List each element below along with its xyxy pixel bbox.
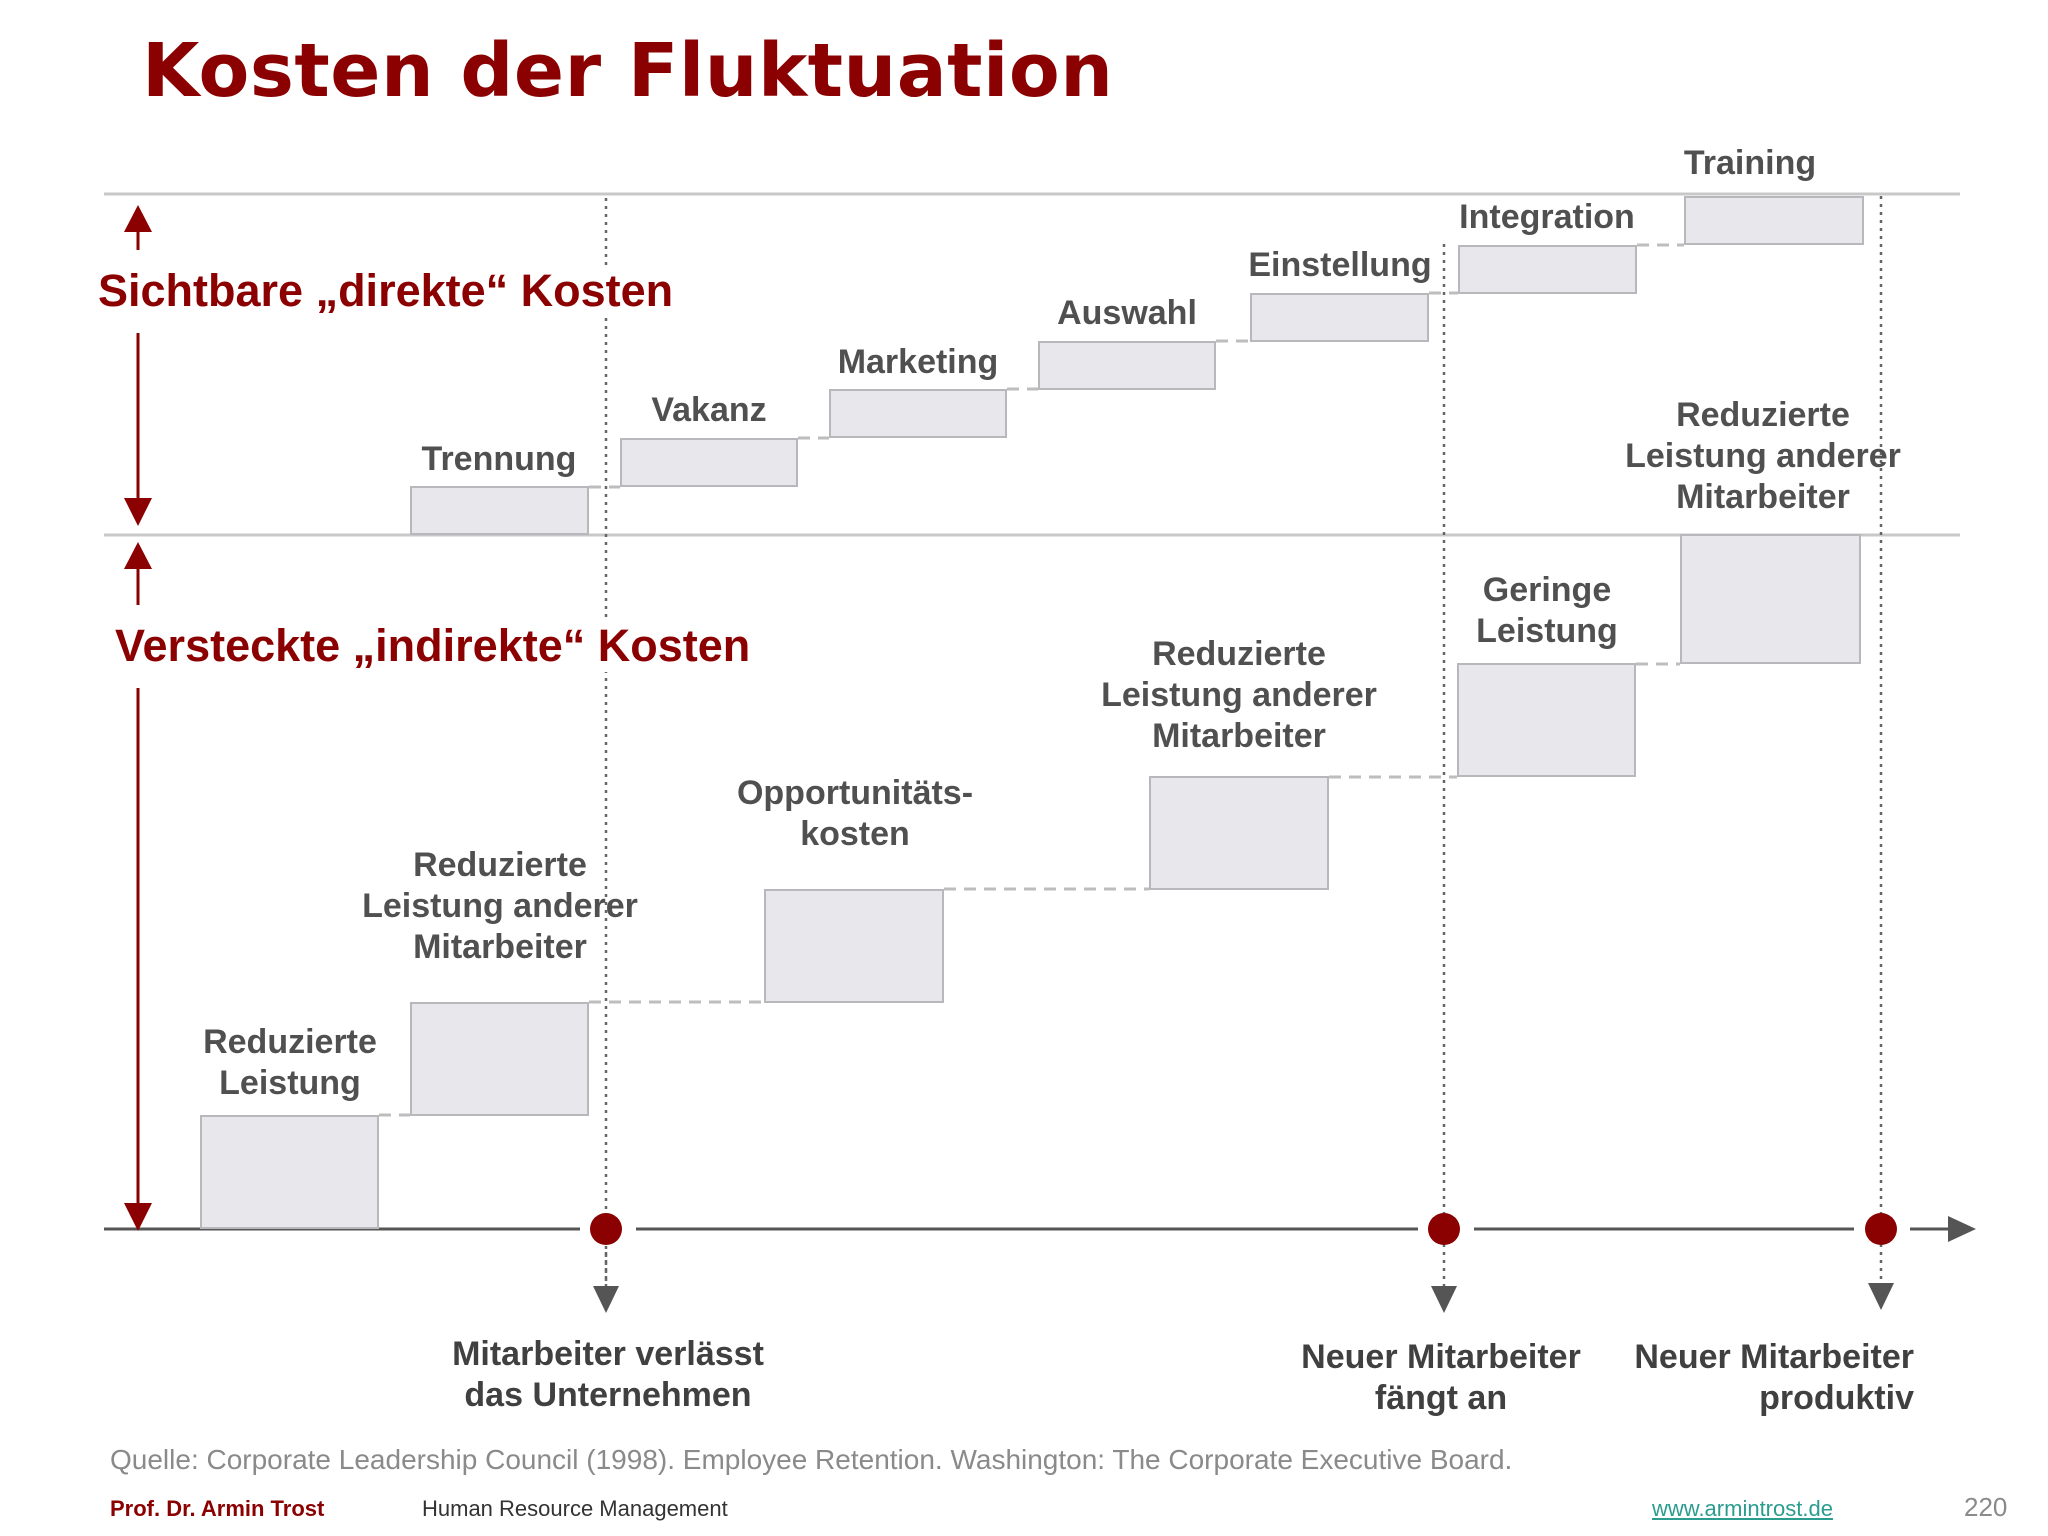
- cost-label-opportunitaetskosten: Opportunitäts- kosten: [737, 773, 973, 855]
- label-line: Reduzierte: [1676, 396, 1850, 434]
- event-label-productive: Neuer Mitarbeiter produktiv: [1634, 1337, 1914, 1419]
- label-line: Mitarbeiter: [1676, 478, 1850, 516]
- event-dot-leave: [590, 1213, 622, 1245]
- label-line: Mitarbeiter verlässt: [452, 1335, 764, 1373]
- event-label-leave: Mitarbeiter verlässt das Unternehmen: [452, 1334, 764, 1416]
- visible-costs-label: Sichtbare „direkte“ Kosten: [92, 265, 680, 317]
- footer-website-link[interactable]: www.armintrost.de: [1652, 1496, 1833, 1521]
- cost-box-opportunitaetskosten: [764, 889, 944, 1003]
- cost-label-geringe-leistung: Geringe Leistung: [1476, 570, 1618, 652]
- cost-box-vakanz: [620, 438, 798, 487]
- label-line: Neuer Mitarbeiter: [1634, 1338, 1914, 1376]
- label-line: Neuer Mitarbeiter: [1301, 1338, 1581, 1376]
- page-number: 220: [1964, 1492, 2008, 1522]
- cost-box-geringe-leistung: [1457, 663, 1636, 777]
- label-line: Leistung: [1476, 612, 1618, 650]
- slide-title: Kosten der Fluktuation: [142, 28, 1114, 114]
- cost-box-marketing: [829, 389, 1007, 438]
- cost-label-reduzierte-leistung: Reduzierte Leistung: [203, 1022, 377, 1104]
- label-line: Reduzierte: [1152, 635, 1326, 673]
- label-line: Reduzierte: [413, 846, 587, 884]
- cost-label-reduzierte-leistung-anderer-2: Reduzierte Leistung anderer Mitarbeiter: [1101, 634, 1377, 757]
- label-line: Mitarbeiter: [413, 928, 587, 966]
- label-line: kosten: [800, 815, 910, 853]
- label-line: Opportunitäts-: [736, 774, 974, 812]
- down-arrow-icon: [1431, 1286, 1457, 1313]
- cost-box-training: [1684, 196, 1864, 245]
- cost-box-trennung: [410, 486, 589, 535]
- event-label-start: Neuer Mitarbeiter fängt an: [1301, 1337, 1581, 1419]
- label-line: Leistung anderer: [1625, 437, 1901, 475]
- cost-label-auswahl: Auswahl: [1057, 294, 1197, 332]
- label-line: produktiv: [1759, 1379, 1914, 1417]
- event-dot-start: [1428, 1213, 1460, 1245]
- cost-label-reduzierte-leistung-anderer-1: Reduzierte Leistung anderer Mitarbeiter: [362, 845, 638, 968]
- cost-box-einstellung: [1250, 293, 1429, 342]
- up-arrow-icon: [124, 542, 152, 569]
- hidden-costs-label: Versteckte „indirekte“ Kosten: [109, 620, 757, 672]
- cost-box-integration: [1458, 245, 1637, 294]
- label-line: Reduzierte: [203, 1023, 377, 1061]
- cost-box-reduzierte-leistung-anderer-1: [410, 1002, 589, 1116]
- label-line: fängt an: [1374, 1379, 1508, 1417]
- cost-label-einstellung: Einstellung: [1248, 246, 1432, 284]
- cost-box-reduzierte-leistung-anderer-3: [1680, 534, 1861, 664]
- cost-label-integration: Integration: [1459, 198, 1635, 236]
- up-arrow-icon: [124, 205, 152, 232]
- cost-label-vakanz: Vakanz: [651, 391, 767, 429]
- timeline-arrowhead-icon: [1948, 1216, 1976, 1242]
- label-line: das Unternehmen: [464, 1376, 752, 1414]
- source-note: Quelle: Corporate Leadership Council (19…: [110, 1444, 1513, 1475]
- down-arrow-icon: [124, 498, 152, 526]
- down-arrow-icon: [124, 1203, 152, 1231]
- footer-course: Human Resource Management: [422, 1496, 728, 1521]
- cost-box-auswahl: [1038, 341, 1216, 390]
- label-line: Leistung: [219, 1064, 361, 1102]
- footer-author: Prof. Dr. Armin Trost: [110, 1496, 325, 1521]
- label-line: Geringe: [1482, 571, 1612, 609]
- cost-box-reduzierte-leistung: [200, 1115, 379, 1229]
- label-line: Leistung anderer: [1101, 676, 1377, 714]
- cost-box-reduzierte-leistung-anderer-2: [1149, 776, 1329, 890]
- down-arrow-icon: [593, 1286, 619, 1313]
- label-line: Leistung anderer: [362, 887, 638, 925]
- event-dot-productive: [1865, 1213, 1897, 1245]
- cost-label-reduzierte-leistung-anderer-3: Reduzierte Leistung anderer Mitarbeiter: [1625, 395, 1901, 518]
- down-arrow-icon: [1868, 1283, 1894, 1310]
- direct-connectors: [589, 243, 1684, 489]
- cost-label-training: Training: [1683, 144, 1817, 182]
- label-line: Mitarbeiter: [1152, 717, 1326, 755]
- indirect-connectors: [379, 662, 1680, 1117]
- cost-label-marketing: Marketing: [837, 343, 999, 381]
- cost-label-trennung: Trennung: [421, 440, 577, 478]
